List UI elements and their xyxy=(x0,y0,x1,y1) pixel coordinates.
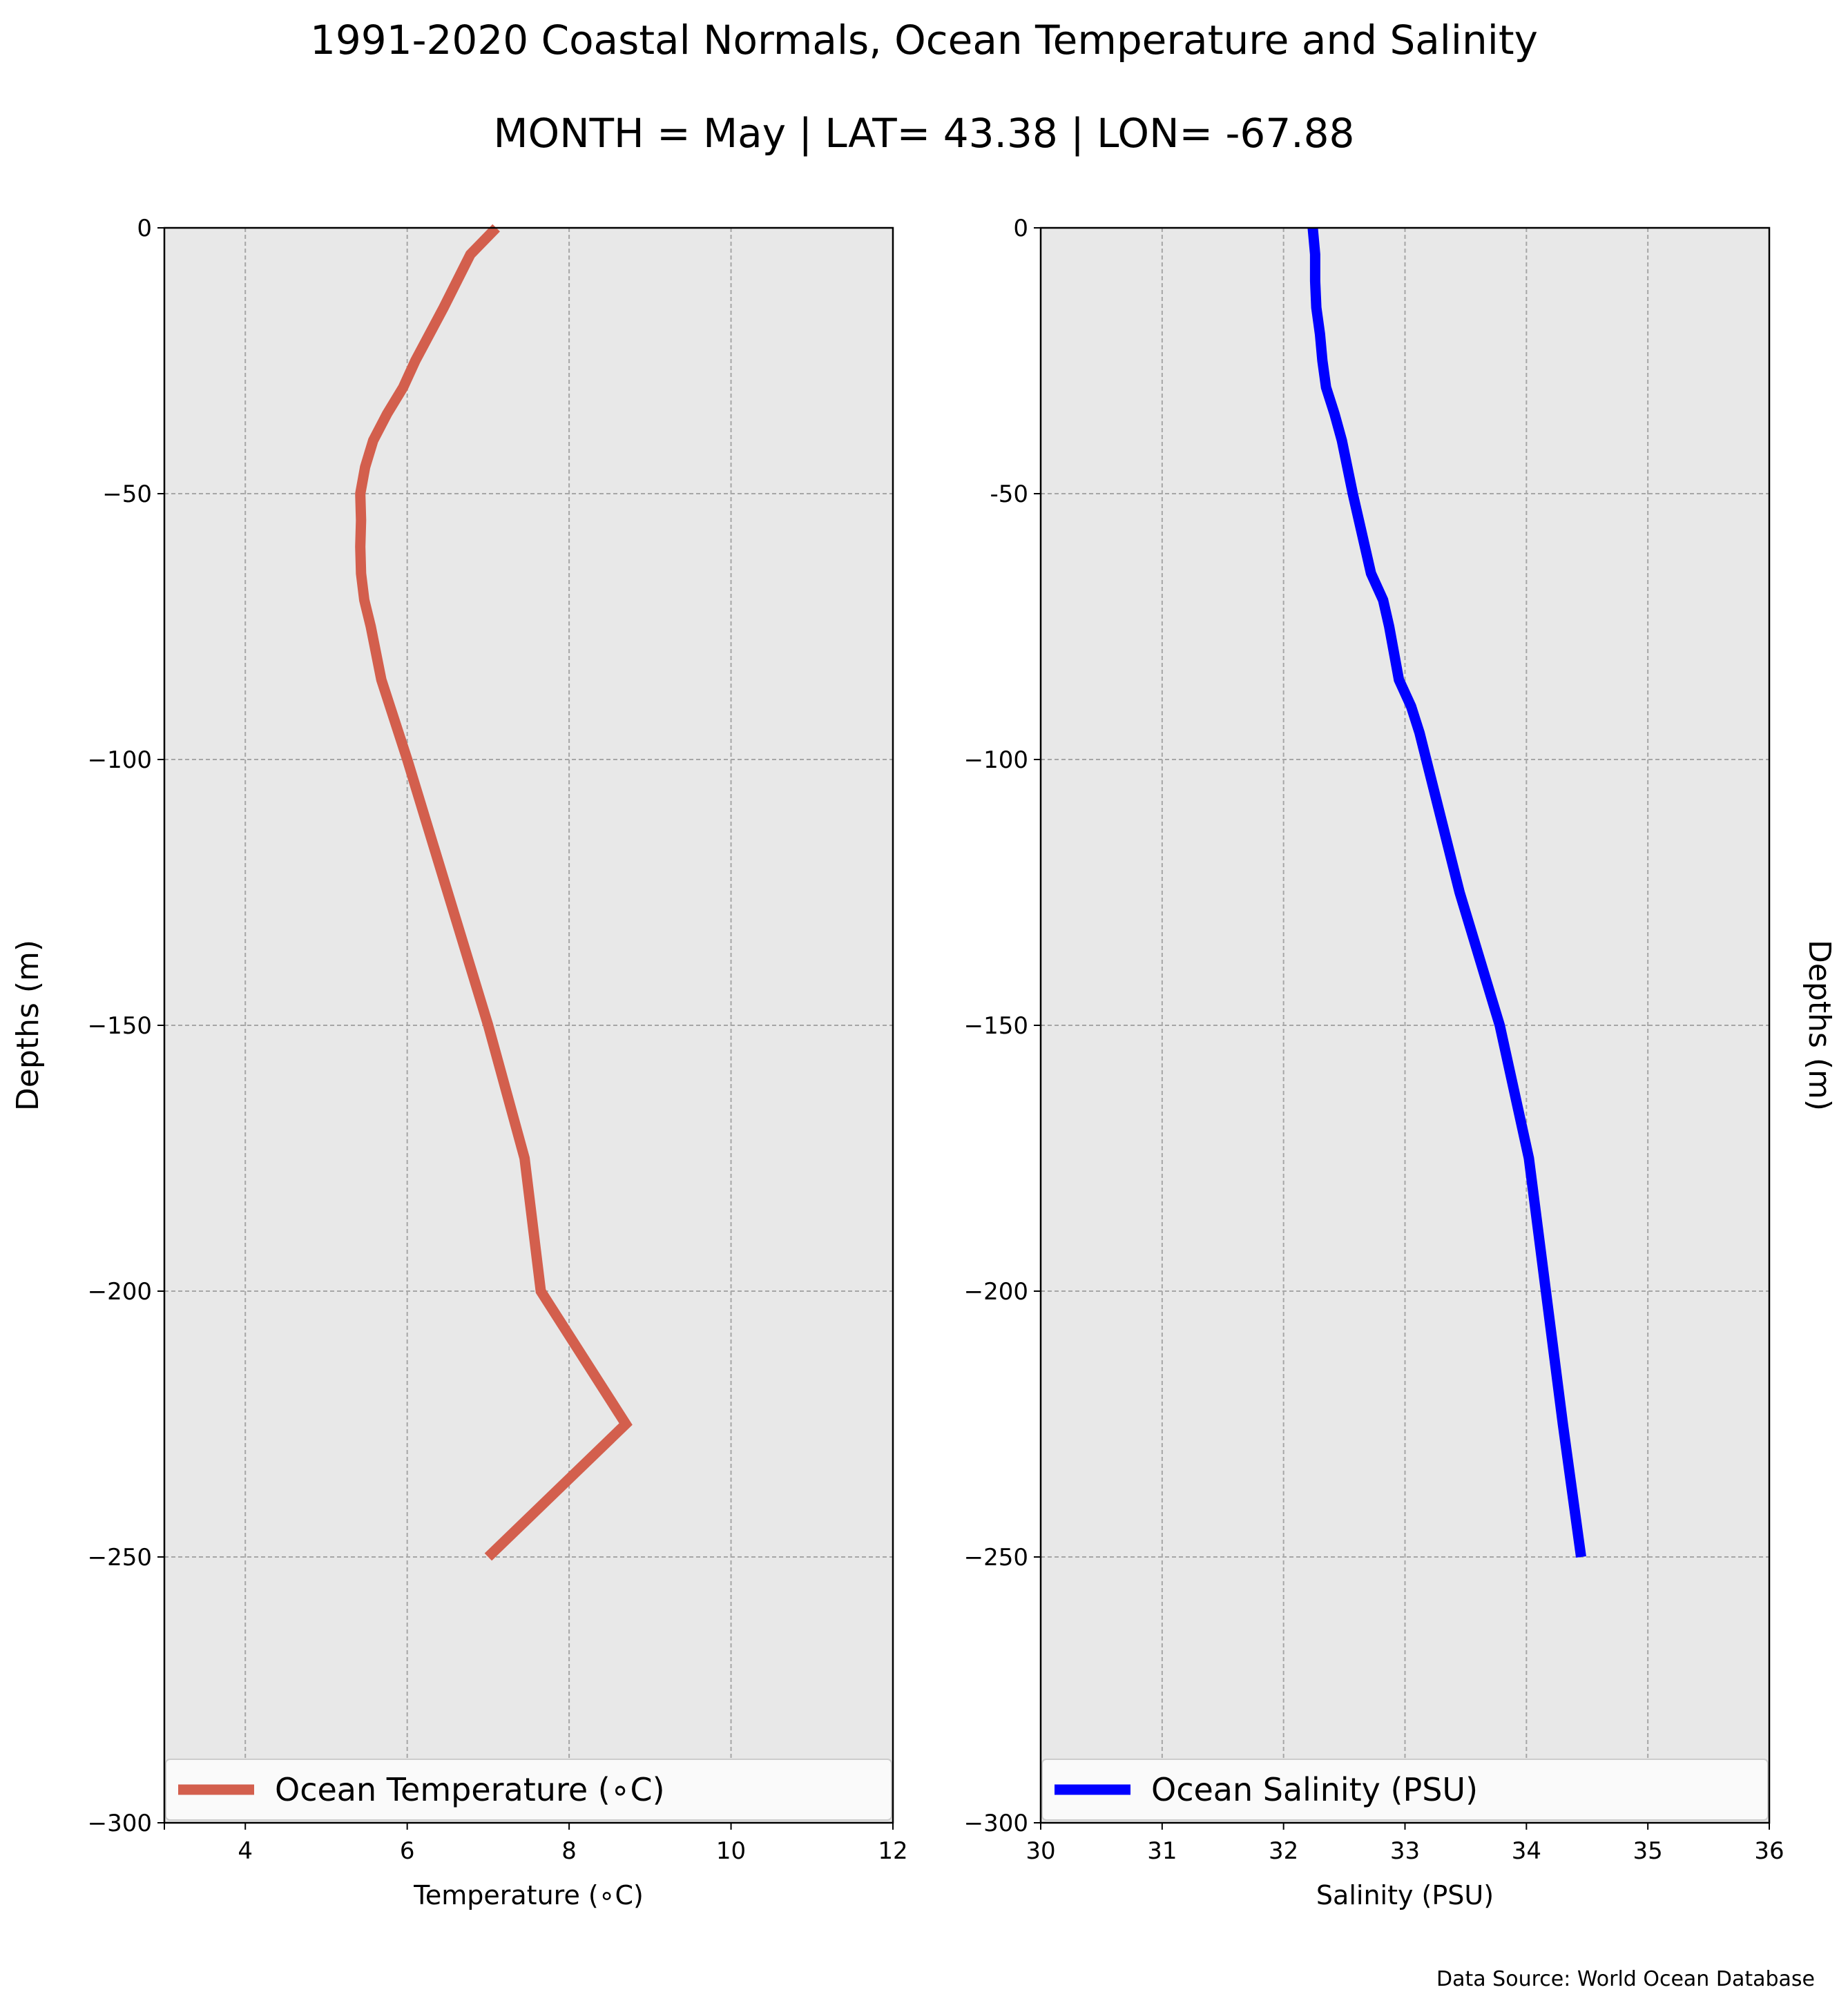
x-tick-label: 33 xyxy=(1390,1837,1420,1865)
y-tick-label: −200 xyxy=(88,1278,152,1306)
y-tick-label: 0 xyxy=(1013,215,1028,242)
y-tick-label: −300 xyxy=(964,1810,1028,1837)
y-tick-label: −250 xyxy=(88,1544,152,1571)
x-axis-label: Salinity (PSU) xyxy=(1316,1880,1494,1910)
y-tick-label: −100 xyxy=(88,746,152,774)
x-tick-label: 10 xyxy=(716,1837,746,1865)
x-tick-label: 12 xyxy=(878,1837,907,1865)
axes-frame xyxy=(1039,226,1771,1824)
y-tick-label: −300 xyxy=(88,1810,152,1837)
x-tick-label: 6 xyxy=(400,1837,415,1865)
x-tick-label: 4 xyxy=(238,1837,253,1865)
data-source-note: Data Source: World Ocean Database xyxy=(1436,1967,1815,1991)
legend-label: Ocean Salinity (PSU) xyxy=(1151,1771,1478,1808)
legend: Ocean Salinity (PSU) xyxy=(1041,1759,1769,1821)
x-tick-label: 31 xyxy=(1147,1837,1177,1865)
x-tick-label: 34 xyxy=(1512,1837,1541,1865)
legend-box xyxy=(1041,1759,1769,1821)
legend: Ocean Temperature (∘C) xyxy=(165,1759,892,1821)
y-tick-label: −150 xyxy=(964,1012,1028,1040)
x-tick-label: 32 xyxy=(1269,1837,1298,1865)
x-tick-label: 35 xyxy=(1633,1837,1663,1865)
y-tick-label: −150 xyxy=(88,1012,152,1040)
x-tick-label: 36 xyxy=(1754,1837,1784,1865)
axes-frame xyxy=(163,226,894,1824)
y-tick-label: −250 xyxy=(964,1544,1028,1571)
y-tick-label: −100 xyxy=(964,746,1028,774)
y-tick-label: 0 xyxy=(137,215,152,242)
x-axis-label: Temperature (∘C) xyxy=(413,1880,644,1910)
x-tick-label: 30 xyxy=(1026,1837,1055,1865)
series-line xyxy=(1307,227,1586,1558)
chart-subtitle: MONTH = May | LAT= 43.38 | LON= -67.88 xyxy=(494,110,1355,157)
temperature-panel: 4 6 8 10 12 0 −50 −100 −150 −200 −250 −300 Ocean Tem… xyxy=(10,215,908,1910)
chart-title: 1991-2020 Coastal Normals, Ocean Tempera… xyxy=(310,17,1538,64)
legend-label: Ocean Temperature (∘C) xyxy=(275,1771,665,1808)
y-axis-label: Depths (m) xyxy=(10,940,46,1111)
y-tick-label: -50 xyxy=(990,481,1028,508)
y-tick-label: −200 xyxy=(964,1278,1028,1306)
series-line xyxy=(355,224,633,1561)
legend-box xyxy=(165,1759,892,1821)
plot-area xyxy=(164,228,893,1823)
x-tick-label: 8 xyxy=(561,1837,577,1865)
y-axis-label: Depths (m) xyxy=(1802,940,1837,1111)
y-tick-label: −50 xyxy=(102,481,152,508)
salinity-panel: 30 31 32 33 34 35 36 0 -50 −100 −150 −200 −250 −300 Oc… xyxy=(964,215,1837,1910)
